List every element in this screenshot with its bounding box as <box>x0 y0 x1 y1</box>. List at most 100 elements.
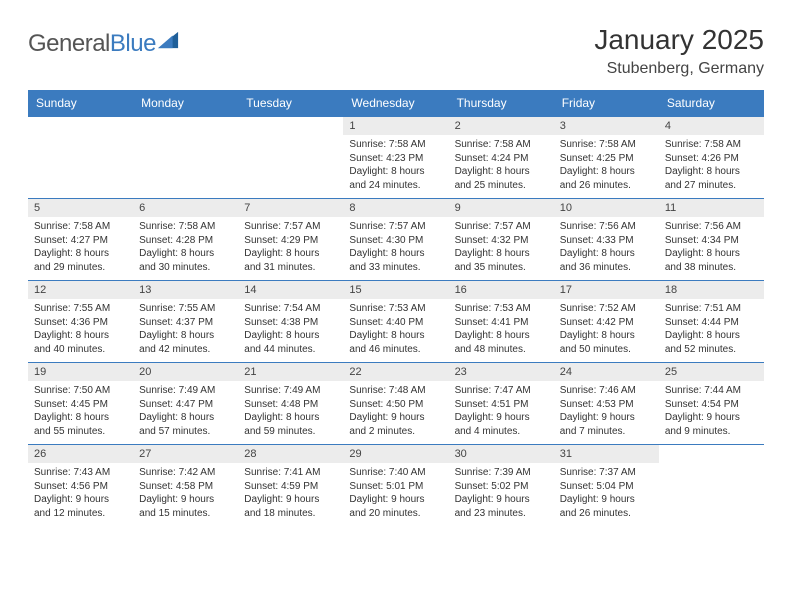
day-details: Sunrise: 7:49 AMSunset: 4:48 PMDaylight:… <box>238 381 343 444</box>
day-cell: 25Sunrise: 7:44 AMSunset: 4:54 PMDayligh… <box>659 363 764 445</box>
sunrise-line: Sunrise: 7:57 AM <box>349 220 442 234</box>
sunrise-line: Sunrise: 7:37 AM <box>560 466 653 480</box>
day-cell: 5Sunrise: 7:58 AMSunset: 4:27 PMDaylight… <box>28 199 133 281</box>
sunrise-line: Sunrise: 7:47 AM <box>455 384 548 398</box>
sunset-line: Sunset: 4:53 PM <box>560 398 653 412</box>
daylight-line: Daylight: 9 hours and 18 minutes. <box>244 493 337 520</box>
day-number: 19 <box>28 363 133 381</box>
day-cell <box>28 117 133 199</box>
sunset-line: Sunset: 4:36 PM <box>34 316 127 330</box>
day-number: 11 <box>659 199 764 217</box>
day-cell: 15Sunrise: 7:53 AMSunset: 4:40 PMDayligh… <box>343 281 448 363</box>
day-number: 10 <box>554 199 659 217</box>
col-wednesday: Wednesday <box>343 90 448 117</box>
day-cell: 29Sunrise: 7:40 AMSunset: 5:01 PMDayligh… <box>343 445 448 527</box>
day-details: Sunrise: 7:56 AMSunset: 4:34 PMDaylight:… <box>659 217 764 280</box>
day-details: Sunrise: 7:55 AMSunset: 4:36 PMDaylight:… <box>28 299 133 362</box>
sunrise-line: Sunrise: 7:44 AM <box>665 384 758 398</box>
day-cell: 11Sunrise: 7:56 AMSunset: 4:34 PMDayligh… <box>659 199 764 281</box>
daylight-line: Daylight: 8 hours and 25 minutes. <box>455 165 548 192</box>
day-details: Sunrise: 7:47 AMSunset: 4:51 PMDaylight:… <box>449 381 554 444</box>
sunrise-line: Sunrise: 7:57 AM <box>244 220 337 234</box>
day-cell: 16Sunrise: 7:53 AMSunset: 4:41 PMDayligh… <box>449 281 554 363</box>
day-cell: 20Sunrise: 7:49 AMSunset: 4:47 PMDayligh… <box>133 363 238 445</box>
day-cell: 3Sunrise: 7:58 AMSunset: 4:25 PMDaylight… <box>554 117 659 199</box>
day-details: Sunrise: 7:58 AMSunset: 4:26 PMDaylight:… <box>659 135 764 198</box>
sunset-line: Sunset: 4:51 PM <box>455 398 548 412</box>
sunset-line: Sunset: 4:59 PM <box>244 480 337 494</box>
sunset-line: Sunset: 4:25 PM <box>560 152 653 166</box>
week-row: 26Sunrise: 7:43 AMSunset: 4:56 PMDayligh… <box>28 445 764 527</box>
day-number: 15 <box>343 281 448 299</box>
day-number: 29 <box>343 445 448 463</box>
daylight-line: Daylight: 8 hours and 36 minutes. <box>560 247 653 274</box>
day-details: Sunrise: 7:57 AMSunset: 4:30 PMDaylight:… <box>343 217 448 280</box>
daylight-line: Daylight: 9 hours and 7 minutes. <box>560 411 653 438</box>
day-details: Sunrise: 7:49 AMSunset: 4:47 PMDaylight:… <box>133 381 238 444</box>
sunset-line: Sunset: 4:26 PM <box>665 152 758 166</box>
daylight-line: Daylight: 8 hours and 59 minutes. <box>244 411 337 438</box>
daylight-line: Daylight: 8 hours and 27 minutes. <box>665 165 758 192</box>
daylight-line: Daylight: 8 hours and 30 minutes. <box>139 247 232 274</box>
sunrise-line: Sunrise: 7:53 AM <box>349 302 442 316</box>
day-cell: 26Sunrise: 7:43 AMSunset: 4:56 PMDayligh… <box>28 445 133 527</box>
day-cell <box>238 117 343 199</box>
day-details: Sunrise: 7:57 AMSunset: 4:29 PMDaylight:… <box>238 217 343 280</box>
sunset-line: Sunset: 4:41 PM <box>455 316 548 330</box>
day-details: Sunrise: 7:57 AMSunset: 4:32 PMDaylight:… <box>449 217 554 280</box>
logo-text-1: General <box>28 30 110 57</box>
sunset-line: Sunset: 5:02 PM <box>455 480 548 494</box>
daylight-line: Daylight: 8 hours and 35 minutes. <box>455 247 548 274</box>
day-cell <box>133 117 238 199</box>
day-number: 13 <box>133 281 238 299</box>
day-cell: 17Sunrise: 7:52 AMSunset: 4:42 PMDayligh… <box>554 281 659 363</box>
sunset-line: Sunset: 5:01 PM <box>349 480 442 494</box>
day-number: 4 <box>659 117 764 135</box>
sunrise-line: Sunrise: 7:49 AM <box>244 384 337 398</box>
daylight-line: Daylight: 9 hours and 26 minutes. <box>560 493 653 520</box>
day-details: Sunrise: 7:41 AMSunset: 4:59 PMDaylight:… <box>238 463 343 526</box>
location: Stubenberg, Germany <box>594 60 764 78</box>
week-row: 1 Sunrise: 7:58 AM Sunset: 4:23 PM Daylight… <box>28 117 764 199</box>
sunrise-line: Sunrise: 7:39 AM <box>455 466 548 480</box>
daylight-line: Daylight: 9 hours and 15 minutes. <box>139 493 232 520</box>
day-number: 5 <box>28 199 133 217</box>
sunset-line: Sunset: 4:56 PM <box>34 480 127 494</box>
day-cell <box>659 445 764 527</box>
sunset-line: Sunset: 4:28 PM <box>139 234 232 248</box>
day-details: Sunrise: 7:58 AMSunset: 4:25 PMDaylight:… <box>554 135 659 198</box>
day-number: 1 <box>343 117 448 135</box>
logo-text-2: Blue <box>110 30 156 57</box>
day-number: 12 <box>28 281 133 299</box>
sunrise-line: Sunrise: 7:58 AM <box>560 138 653 152</box>
day-cell: 18Sunrise: 7:51 AMSunset: 4:44 PMDayligh… <box>659 281 764 363</box>
day-cell: 21Sunrise: 7:49 AMSunset: 4:48 PMDayligh… <box>238 363 343 445</box>
header: GeneralBlue January 2025 Stubenberg, Ger… <box>28 24 764 78</box>
day-cell: 23Sunrise: 7:47 AMSunset: 4:51 PMDayligh… <box>449 363 554 445</box>
day-number: 20 <box>133 363 238 381</box>
sunrise-line: Sunrise: 7:53 AM <box>455 302 548 316</box>
sunset-line: Sunset: 4:48 PM <box>244 398 337 412</box>
sunrise-line: Sunrise: 7:51 AM <box>665 302 758 316</box>
day-number: 17 <box>554 281 659 299</box>
sunset-line: Sunset: 4:50 PM <box>349 398 442 412</box>
day-number: 14 <box>238 281 343 299</box>
month-title: January 2025 <box>594 24 764 56</box>
day-number: 9 <box>449 199 554 217</box>
day-number: 16 <box>449 281 554 299</box>
day-cell: 24Sunrise: 7:46 AMSunset: 4:53 PMDayligh… <box>554 363 659 445</box>
day-details: Sunrise: 7:46 AMSunset: 4:53 PMDaylight:… <box>554 381 659 444</box>
sunrise-line: Sunrise: 7:57 AM <box>455 220 548 234</box>
sunset-line: Sunset: 4:23 PM <box>349 152 442 166</box>
sunrise-line: Sunrise: 7:56 AM <box>665 220 758 234</box>
day-number: 22 <box>343 363 448 381</box>
day-details: Sunrise: 7:42 AMSunset: 4:58 PMDaylight:… <box>133 463 238 526</box>
day-number: 3 <box>554 117 659 135</box>
day-cell: 9Sunrise: 7:57 AMSunset: 4:32 PMDaylight… <box>449 199 554 281</box>
day-cell: 6Sunrise: 7:58 AMSunset: 4:28 PMDaylight… <box>133 199 238 281</box>
week-row: 12Sunrise: 7:55 AMSunset: 4:36 PMDayligh… <box>28 281 764 363</box>
sunrise-line: Sunrise: 7:58 AM <box>139 220 232 234</box>
sunset-line: Sunset: 4:29 PM <box>244 234 337 248</box>
day-details: Sunrise: 7:37 AMSunset: 5:04 PMDaylight:… <box>554 463 659 526</box>
sunrise-line: Sunrise: 7:40 AM <box>349 466 442 480</box>
